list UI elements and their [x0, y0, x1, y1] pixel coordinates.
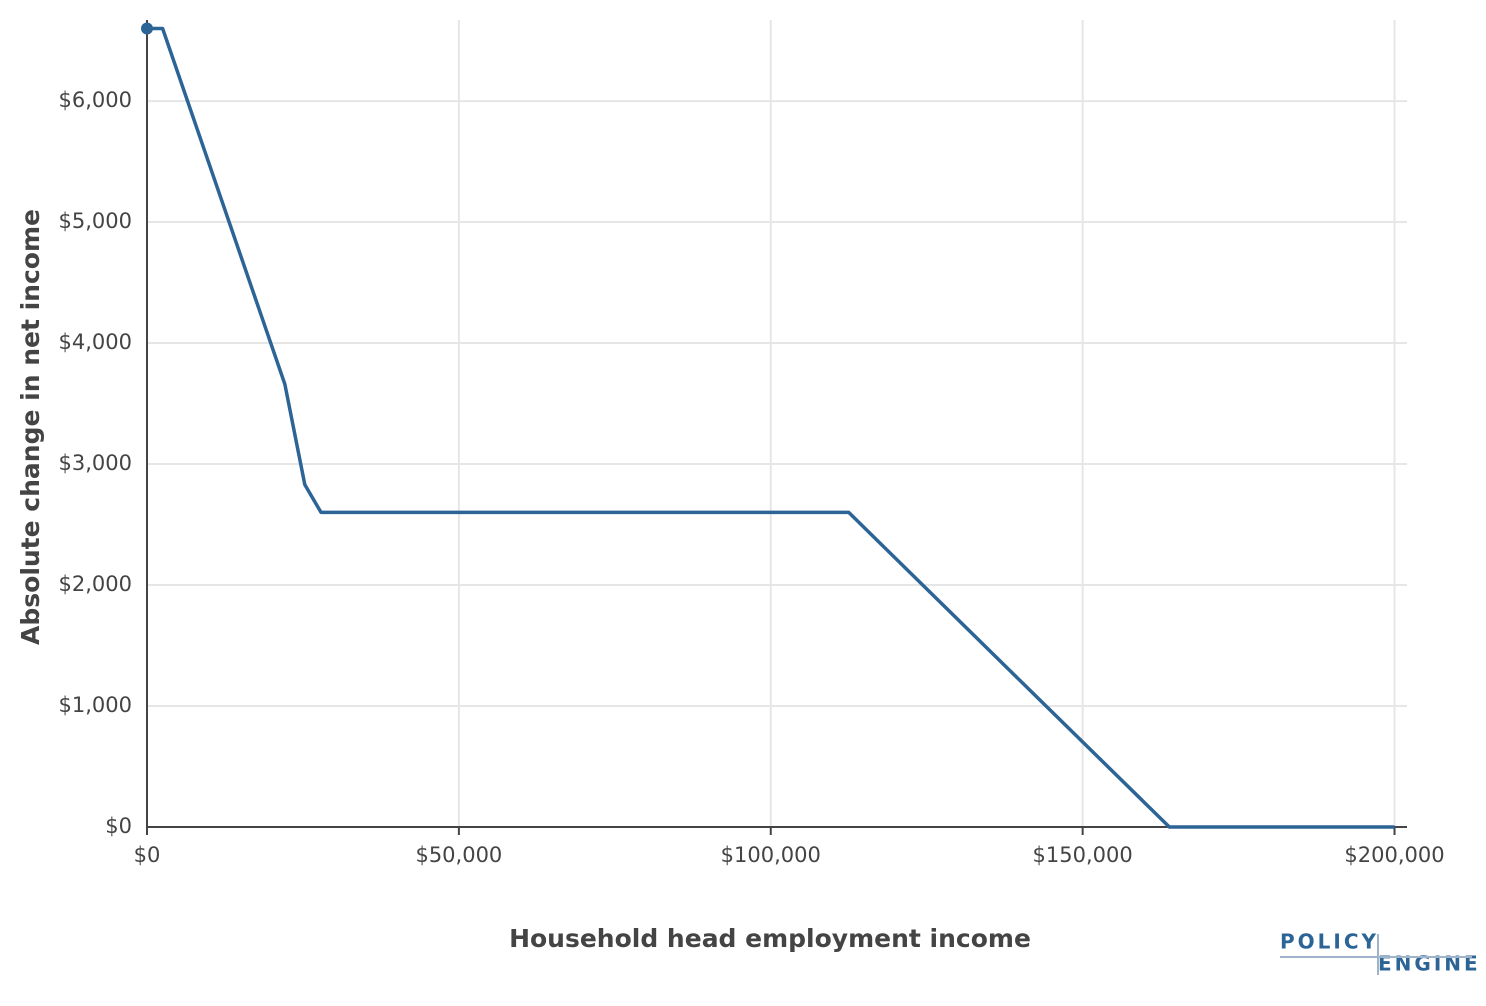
y-tick-label: $2,000	[59, 572, 132, 596]
y-tick-label: $0	[105, 814, 132, 838]
x-tick-label: $50,000	[415, 843, 502, 867]
y-tick-label: $3,000	[59, 451, 132, 475]
y-tick-label: $6,000	[59, 88, 132, 112]
y-tick-label: $5,000	[59, 209, 132, 233]
y-tick-label: $4,000	[59, 330, 132, 354]
logo-top: POLICY	[1280, 930, 1379, 954]
logo-bottom: ENGINE	[1378, 952, 1481, 976]
x-tick-label: $0	[134, 843, 161, 867]
logo: POLICY ENGINE	[1280, 930, 1481, 976]
point-marker	[141, 22, 153, 35]
x-tick-label: $200,000	[1344, 843, 1444, 867]
y-axis-title: Absolute change in net income	[16, 209, 45, 645]
x-tick-label: $150,000	[1033, 843, 1133, 867]
x-tick-label: $100,000	[721, 843, 821, 867]
x-axis-title: Household head employment income	[509, 924, 1031, 953]
y-tick-label: $1,000	[59, 693, 132, 717]
line-series	[147, 26, 1395, 829]
